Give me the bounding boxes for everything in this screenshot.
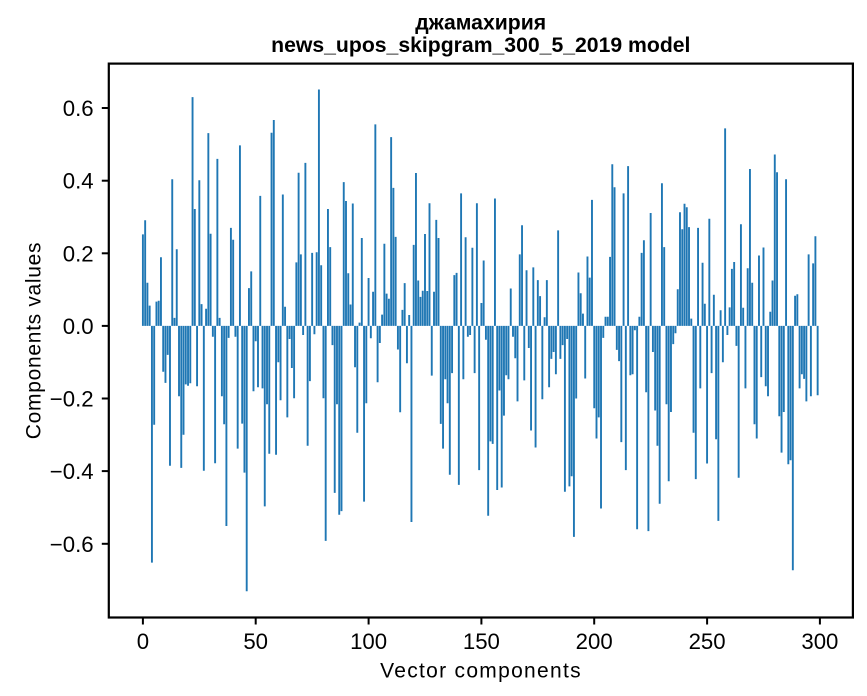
svg-text:50: 50 [243,629,268,654]
svg-text:−0.6: −0.6 [50,532,94,557]
svg-text:0.6: 0.6 [63,96,94,121]
svg-text:150: 150 [463,629,500,654]
svg-text:250: 250 [689,629,726,654]
svg-text:джамахирия: джамахирия [415,11,546,34]
svg-text:0: 0 [137,629,149,654]
svg-text:news_upos_skipgram_300_5_2019: news_upos_skipgram_300_5_2019 model [271,34,690,57]
svg-text:300: 300 [801,629,838,654]
svg-text:Vector components: Vector components [380,659,582,682]
svg-text:0.4: 0.4 [63,169,94,194]
svg-text:Components values: Components values [22,242,45,440]
svg-text:200: 200 [576,629,613,654]
svg-text:−0.4: −0.4 [50,459,94,484]
svg-text:0.2: 0.2 [63,241,94,266]
svg-text:−0.2: −0.2 [50,387,94,412]
svg-text:0.0: 0.0 [63,314,94,339]
svg-text:100: 100 [350,629,387,654]
